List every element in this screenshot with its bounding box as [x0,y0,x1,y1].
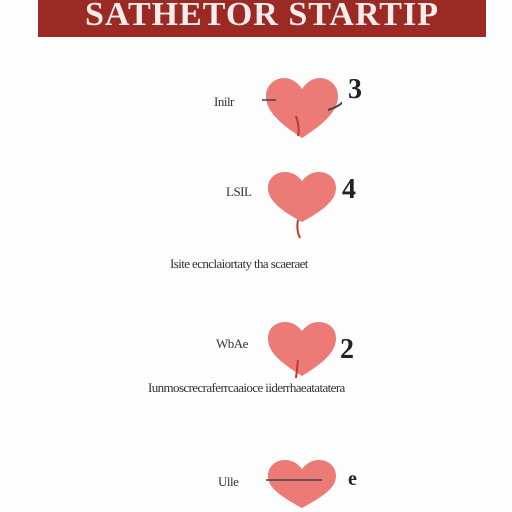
page-title: SATHETOR STARTIP [85,0,439,33]
step-number: e [348,468,357,490]
heart-icon [268,322,336,379]
step-item: WbAe 2 Iunmoscrecraferrcaaioce iiderrhae… [0,320,512,400]
step-number: 4 [342,174,356,205]
heart-icon [268,172,336,239]
step-label: WbAe [216,336,248,351]
step-number: 2 [340,334,354,365]
step-item: Ulle e [0,460,512,512]
step-number: 3 [348,74,362,105]
heart-icon [266,460,336,508]
step-label: Ulle [218,474,239,489]
heart-icon [262,78,342,138]
step-item: Inilr 3 [0,72,512,152]
step-label: Inilr [214,94,234,109]
step-caption: Isite ecnclaiortaty tha scaeraet [170,256,308,271]
title-banner: SATHETOR STARTIP [38,0,486,37]
step-caption: Iunmoscrecraferrcaaioce iiderrhaeatatate… [148,380,345,395]
step-item: LSIL 4 Isite ecnclaiortaty tha scaeraet [0,170,512,271]
step-label: LSIL [226,184,252,199]
